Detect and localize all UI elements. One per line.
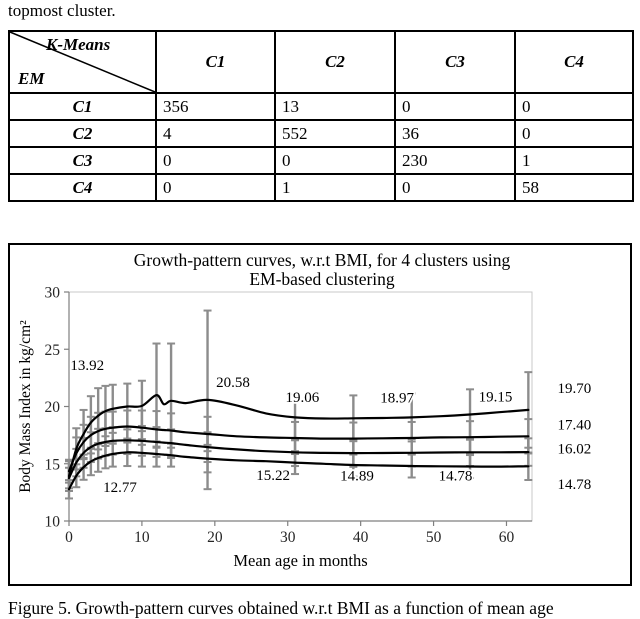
diagonal-divider: [10, 32, 155, 92]
matrix-cell: 1: [274, 173, 396, 202]
series-curve: [67, 451, 530, 491]
y-tick-label: 10: [45, 514, 61, 531]
data-label: 12.77: [103, 480, 137, 496]
chart-svg: Growth-pattern curves, w.r.t BMI, for 4 …: [17, 250, 593, 570]
row-header: C3: [8, 146, 157, 175]
growth-pattern-chart: Growth-pattern curves, w.r.t BMI, for 4 …: [10, 245, 630, 584]
x-tick-label: 50: [426, 529, 442, 546]
y-tick-label: 25: [45, 342, 61, 359]
x-axis-title: Mean age in months: [233, 551, 367, 570]
data-label: 14.78: [558, 477, 592, 493]
x-tick-label: 10: [134, 529, 150, 546]
matrix-cell: 4: [155, 119, 276, 148]
body-text-fragment: topmost cluster.: [8, 1, 116, 20]
confusion-matrix-table: K-Means EM C1 C2 C3 C4 C1 356 13 0 0 C2 …: [8, 30, 634, 202]
data-label: 15.22: [256, 468, 290, 484]
data-label: 18.97: [380, 390, 414, 406]
series-curve: [67, 439, 530, 480]
y-tick-label: 30: [45, 285, 61, 302]
matrix-cell: 356: [155, 92, 276, 121]
x-tick-label: 0: [65, 529, 73, 546]
matrix-cell: 0: [394, 92, 516, 121]
x-tick-label: 30: [280, 529, 296, 546]
chart-title-line: Growth-pattern curves, w.r.t BMI, for 4 …: [134, 250, 511, 270]
data-label: 13.92: [70, 358, 104, 374]
matrix-cell: 0: [155, 173, 276, 202]
series-curve: [67, 394, 530, 478]
data-label: 17.40: [558, 417, 592, 433]
matrix-cell: 13: [274, 92, 396, 121]
matrix-cell: 0: [274, 146, 396, 175]
row-header: C2: [8, 119, 157, 148]
matrix-cell: 1: [514, 146, 634, 175]
em-axis-label: EM: [18, 69, 45, 88]
y-tick-label: 20: [45, 399, 61, 416]
data-label: 16.02: [558, 441, 592, 457]
chart-title-line: EM-based clustering: [249, 269, 395, 289]
row-header: C1: [8, 92, 157, 121]
data-label: 20.58: [216, 375, 250, 391]
matrix-cell: 36: [394, 119, 516, 148]
x-tick-label: 20: [207, 529, 223, 546]
row-header: C4: [8, 173, 157, 202]
matrix-cell: 0: [394, 173, 516, 202]
table-row: C2 4 552 36 0: [8, 119, 634, 148]
matrix-cell: 230: [394, 146, 516, 175]
table-header-row: K-Means EM C1 C2 C3 C4: [8, 30, 634, 94]
data-label: 19.70: [558, 381, 592, 397]
x-tick-label: 40: [353, 529, 369, 546]
table-row: C1 356 13 0 0: [8, 92, 634, 121]
data-label: 14.78: [439, 468, 473, 484]
data-label: 19.06: [285, 390, 319, 406]
y-axis-title: Body Mass Index in kg/cm²: [17, 320, 34, 493]
table-row: C4 0 1 0 58: [8, 173, 634, 202]
data-label: 14.89: [340, 468, 374, 484]
kmeans-axis-label: K-Means: [46, 35, 111, 54]
series-curve: [67, 425, 530, 473]
table-row: C3 0 0 230 1: [8, 146, 634, 175]
matrix-corner-cell: K-Means EM: [8, 30, 157, 94]
matrix-cell: 0: [514, 119, 634, 148]
data-label: 19.15: [479, 389, 513, 405]
matrix-cell: 58: [514, 173, 634, 202]
column-header: C2: [274, 30, 396, 94]
y-tick-label: 15: [45, 456, 61, 473]
figure-caption: Figure 5. Growth-pattern curves obtained…: [8, 598, 554, 618]
column-header: C1: [155, 30, 276, 94]
matrix-cell: 552: [274, 119, 396, 148]
figure-chart-box: Growth-pattern curves, w.r.t BMI, for 4 …: [8, 243, 632, 586]
column-header: C3: [394, 30, 516, 94]
matrix-cell: 0: [155, 146, 276, 175]
matrix-cell: 0: [514, 92, 634, 121]
column-header: C4: [514, 30, 634, 94]
x-tick-label: 60: [499, 529, 515, 546]
